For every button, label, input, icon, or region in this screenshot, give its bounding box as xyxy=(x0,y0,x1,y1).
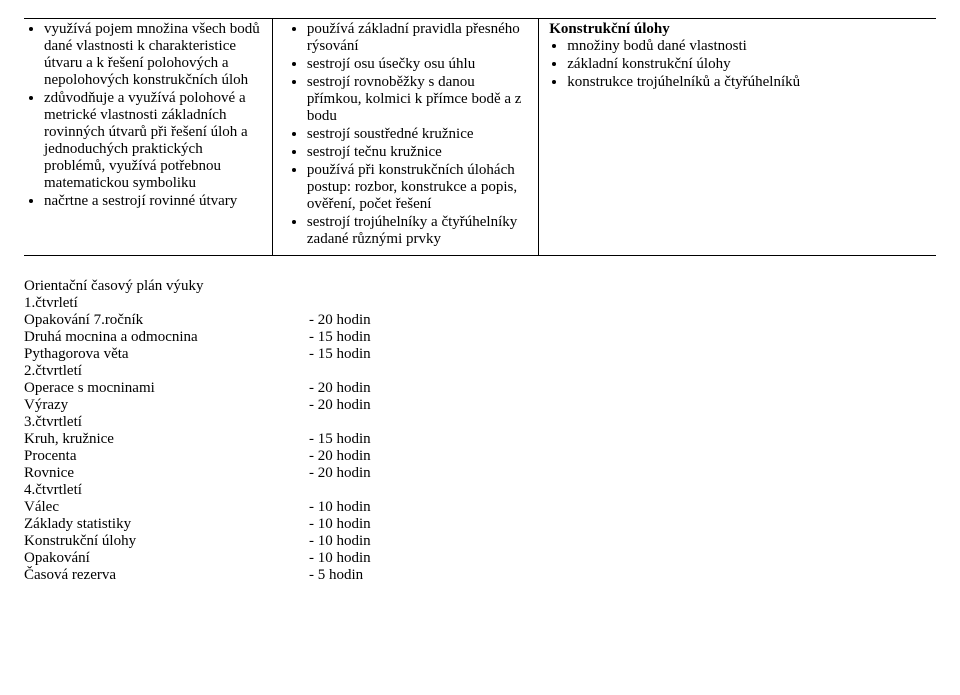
plan-label: Rovnice xyxy=(24,465,309,482)
plan-label: Kruh, kružnice xyxy=(24,431,309,448)
plan-value: - 10 hodin xyxy=(309,533,371,550)
plan-label: Výrazy xyxy=(24,397,309,414)
plan-value: - 15 hodin xyxy=(309,346,371,363)
plan-row: Druhá mocnina a odmocnina - 15 hodin xyxy=(24,329,936,346)
col3-title: Konstrukční úlohy xyxy=(545,21,930,38)
plan-value: - 20 hodin xyxy=(309,380,371,397)
plan-label: Základy statistiky xyxy=(24,516,309,533)
plan-label: Konstrukční úlohy xyxy=(24,533,309,550)
plan-value: - 20 hodin xyxy=(309,397,371,414)
quarter-label: 3.čtvrtletí xyxy=(24,414,936,431)
col1-list: využívá pojem množina všech bodů dané vl… xyxy=(30,21,266,210)
plan-value: - 10 hodin xyxy=(309,499,371,516)
list-item: konstrukce trojúhelníků a čtyřúhelníků xyxy=(567,74,930,91)
plan-row: Rovnice - 20 hodin xyxy=(24,465,936,482)
plan-label: Opakování 7.ročník xyxy=(24,312,309,329)
plan-heading: Orientační časový plán výuky xyxy=(24,278,936,295)
list-item: sestrojí osu úsečky osu úhlu xyxy=(307,56,532,73)
plan-row: Procenta - 20 hodin xyxy=(24,448,936,465)
plan-row: Konstrukční úlohy - 10 hodin xyxy=(24,533,936,550)
plan-row: Operace s mocninami - 20 hodin xyxy=(24,380,936,397)
list-item: množiny bodů dané vlastnosti xyxy=(567,38,930,55)
outcomes-table: využívá pojem množina všech bodů dané vl… xyxy=(24,18,936,256)
plan-label: Druhá mocnina a odmocnina xyxy=(24,329,309,346)
plan-row: Základy statistiky - 10 hodin xyxy=(24,516,936,533)
list-item: používá při konstrukčních úlohách postup… xyxy=(307,162,532,213)
col-1: využívá pojem množina všech bodů dané vl… xyxy=(24,19,272,256)
plan-row: Pythagorova věta - 15 hodin xyxy=(24,346,936,363)
list-item: používá základní pravidla přesného rýsov… xyxy=(307,21,532,55)
list-item: sestrojí soustředné kružnice xyxy=(307,126,532,143)
plan-value: - 10 hodin xyxy=(309,516,371,533)
list-item: sestrojí tečnu kružnice xyxy=(307,144,532,161)
col2-list: používá základní pravidla přesného rýsov… xyxy=(279,21,532,248)
plan-label: Opakování xyxy=(24,550,309,567)
plan-label: Časová rezerva xyxy=(24,567,309,584)
list-item: načrtne a sestrojí rovinné útvary xyxy=(44,193,266,210)
plan-value: - 15 hodin xyxy=(309,329,371,346)
plan-value: - 5 hodin xyxy=(309,567,363,584)
plan-label: Pythagorova věta xyxy=(24,346,309,363)
plan-value: - 20 hodin xyxy=(309,448,371,465)
plan-value: - 10 hodin xyxy=(309,550,371,567)
plan-row: Opakování 7.ročník - 20 hodin xyxy=(24,312,936,329)
quarter-label: 4.čtvrtletí xyxy=(24,482,936,499)
plan-label: Válec xyxy=(24,499,309,516)
time-plan: Orientační časový plán výuky 1.čtvrletí … xyxy=(24,278,936,584)
list-item: zdůvodňuje a využívá polohové a metrické… xyxy=(44,90,266,192)
col-3: Konstrukční úlohy množiny bodů dané vlas… xyxy=(539,19,936,256)
plan-row: Kruh, kružnice - 15 hodin xyxy=(24,431,936,448)
list-item: základní konstrukční úlohy xyxy=(567,56,930,73)
plan-row: Výrazy - 20 hodin xyxy=(24,397,936,414)
plan-label: Procenta xyxy=(24,448,309,465)
quarter-label: 1.čtvrletí xyxy=(24,295,936,312)
plan-row: Časová rezerva - 5 hodin xyxy=(24,567,936,584)
plan-row: Válec - 10 hodin xyxy=(24,499,936,516)
plan-value: - 15 hodin xyxy=(309,431,371,448)
quarter-label: 2.čtvrtletí xyxy=(24,363,936,380)
col3-list: množiny bodů dané vlastnosti základní ko… xyxy=(545,38,930,91)
plan-label: Operace s mocninami xyxy=(24,380,309,397)
list-item: sestrojí rovnoběžky s danou přímkou, kol… xyxy=(307,74,532,125)
col-2: používá základní pravidla přesného rýsov… xyxy=(272,19,538,256)
list-item: sestrojí trojúhelníky a čtyřúhelníky zad… xyxy=(307,214,532,248)
plan-value: - 20 hodin xyxy=(309,465,371,482)
plan-row: Opakování - 10 hodin xyxy=(24,550,936,567)
list-item: využívá pojem množina všech bodů dané vl… xyxy=(44,21,266,89)
plan-value: - 20 hodin xyxy=(309,312,371,329)
